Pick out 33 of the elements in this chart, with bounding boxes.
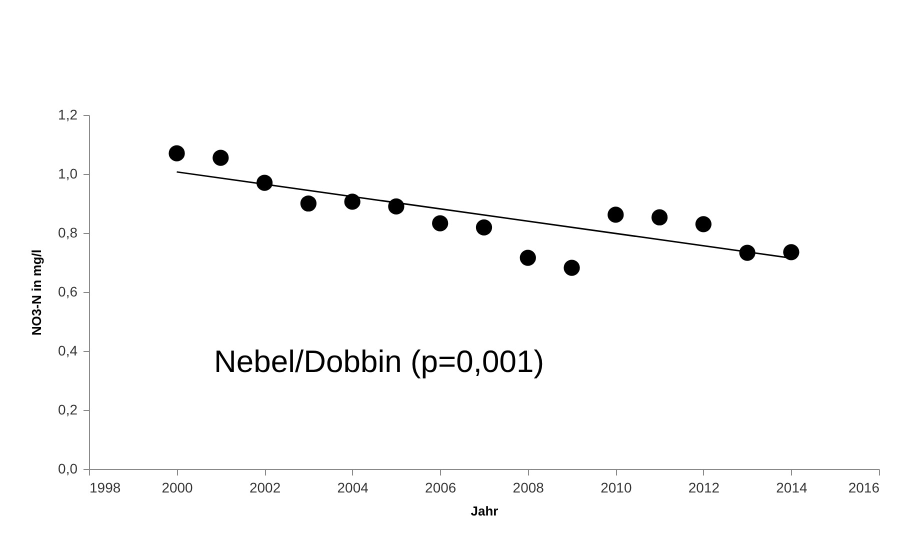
point bbox=[212, 150, 229, 166]
x-tick-label: 2006 bbox=[425, 480, 456, 496]
y-tick-label: 0,6 bbox=[58, 284, 78, 300]
x-tick-label: 1998 bbox=[90, 480, 121, 496]
y-tick-label: 0,0 bbox=[58, 460, 78, 476]
x-tick-label: 2004 bbox=[337, 480, 369, 496]
y-tick-label: 1,2 bbox=[58, 106, 78, 122]
x-tick-label: 2000 bbox=[162, 480, 194, 496]
point bbox=[608, 206, 624, 223]
x-tick-label: 2002 bbox=[249, 480, 281, 496]
x-tick-label: 2008 bbox=[512, 480, 544, 496]
x-tick-label: 2012 bbox=[688, 480, 720, 496]
x-tick-label: 2014 bbox=[776, 480, 808, 496]
point bbox=[651, 209, 668, 226]
x-tick-label: 2016 bbox=[848, 480, 880, 496]
y-tick-label: 0,2 bbox=[58, 402, 78, 418]
point bbox=[476, 219, 492, 236]
point bbox=[344, 194, 360, 210]
point bbox=[783, 244, 800, 260]
y-tick-label: 1,0 bbox=[58, 166, 78, 182]
point bbox=[168, 145, 185, 162]
point bbox=[695, 216, 712, 232]
point bbox=[432, 215, 448, 232]
y-tick-label: 0,4 bbox=[58, 342, 78, 358]
annotation: Nebel/Dobbin (p=0,001) bbox=[214, 344, 544, 379]
x-tick-label: 2010 bbox=[600, 480, 632, 496]
x-axis-title: Jahr bbox=[470, 504, 498, 518]
y-tick-label: 0,8 bbox=[58, 224, 78, 240]
point bbox=[564, 260, 580, 276]
y-axis-title: NO3-N in mg/l bbox=[29, 250, 44, 336]
point bbox=[388, 198, 404, 214]
point bbox=[300, 195, 317, 212]
point bbox=[520, 250, 536, 266]
